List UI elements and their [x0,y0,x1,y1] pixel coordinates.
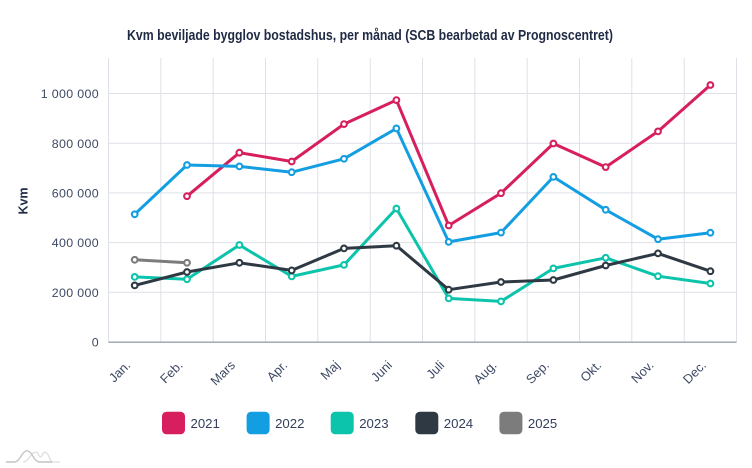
svg-text:0: 0 [92,336,99,350]
svg-text:600 000: 600 000 [52,187,99,201]
svg-text:Kvm beviljade bygglov bostadsh: Kvm beviljade bygglov bostadshus, per må… [127,27,613,43]
svg-text:800 000: 800 000 [52,137,99,151]
svg-text:2022: 2022 [275,416,304,431]
svg-text:Kvm: Kvm [17,187,31,214]
svg-text:2025: 2025 [528,416,557,431]
svg-text:1 000 000: 1 000 000 [41,87,99,101]
svg-text:2024: 2024 [444,416,473,431]
svg-text:400 000: 400 000 [52,236,99,250]
svg-text:2023: 2023 [359,416,388,431]
svg-text:200 000: 200 000 [52,286,99,300]
svg-text:2021: 2021 [191,416,220,431]
